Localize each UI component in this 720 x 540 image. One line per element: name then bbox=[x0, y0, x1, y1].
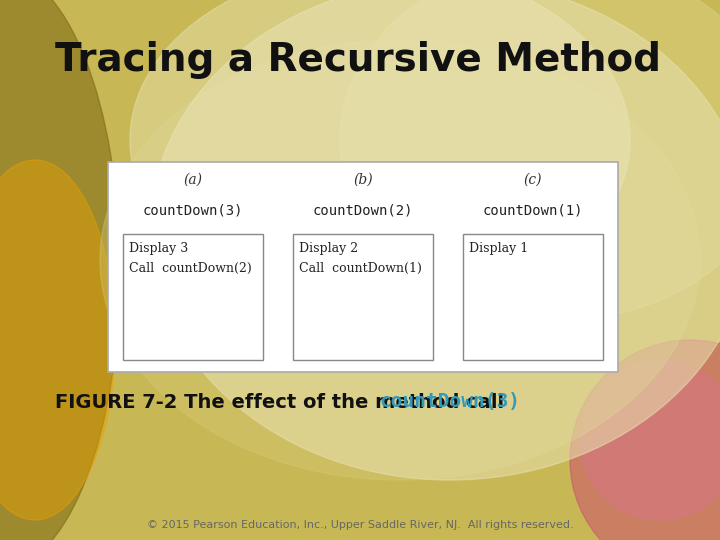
Text: countDown(2): countDown(2) bbox=[312, 203, 413, 217]
Ellipse shape bbox=[0, 160, 115, 520]
Ellipse shape bbox=[570, 340, 720, 540]
Bar bbox=[463, 234, 603, 360]
Text: countDown(3): countDown(3) bbox=[143, 203, 243, 217]
Text: © 2015 Pearson Education, Inc., Upper Saddle River, NJ.  All rights reserved.: © 2015 Pearson Education, Inc., Upper Sa… bbox=[147, 520, 573, 530]
Bar bbox=[108, 162, 618, 372]
Ellipse shape bbox=[100, 40, 700, 480]
Text: (c): (c) bbox=[523, 173, 542, 187]
Text: (b): (b) bbox=[354, 173, 373, 187]
Ellipse shape bbox=[580, 360, 720, 520]
Text: Display 3
Call  countDown(2): Display 3 Call countDown(2) bbox=[129, 242, 252, 275]
Ellipse shape bbox=[150, 0, 720, 480]
Text: countDown(3): countDown(3) bbox=[379, 393, 520, 411]
Ellipse shape bbox=[0, 0, 120, 540]
Ellipse shape bbox=[130, 0, 630, 315]
Text: Tracing a Recursive Method: Tracing a Recursive Method bbox=[55, 41, 661, 79]
Bar bbox=[293, 234, 433, 360]
Text: (a): (a) bbox=[184, 173, 202, 187]
Ellipse shape bbox=[340, 0, 720, 320]
Bar bbox=[123, 234, 263, 360]
Text: Display 1: Display 1 bbox=[469, 242, 528, 255]
Text: FIGURE 7-2 The effect of the method call: FIGURE 7-2 The effect of the method call bbox=[55, 393, 511, 411]
Text: Display 2
Call  countDown(1): Display 2 Call countDown(1) bbox=[299, 242, 422, 275]
Text: countDown(1): countDown(1) bbox=[482, 203, 583, 217]
